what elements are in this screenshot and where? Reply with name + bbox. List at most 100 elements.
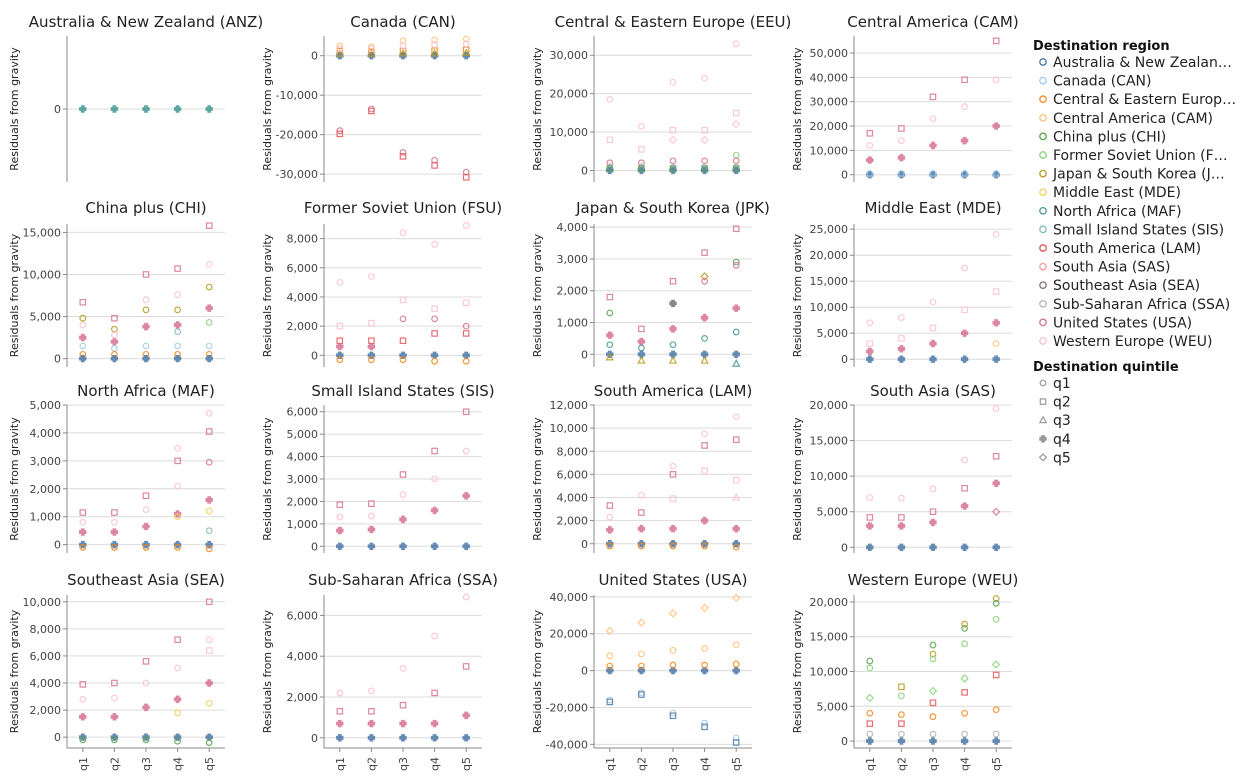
y-tick-label: 0: [841, 353, 848, 366]
data-point: [897, 522, 906, 530]
data-point: [462, 734, 470, 742]
panel-title: China plus (CHI): [85, 199, 206, 217]
data-point: [462, 447, 470, 455]
data-point: [701, 542, 708, 550]
data-point: [462, 663, 470, 670]
data-point: [961, 709, 968, 717]
y-tick-label: 15,000: [23, 226, 62, 239]
y-tick-label: 3,000: [30, 455, 62, 468]
data-point: [897, 355, 906, 363]
data-point: [992, 671, 1000, 679]
y-tick-label: 0: [581, 538, 588, 551]
y-axis-title: Residuals from gravity: [261, 233, 274, 357]
y-tick-label: 6,000: [287, 406, 319, 419]
data-point: [367, 719, 376, 728]
data-point: [866, 347, 874, 356]
legend-swatch: [1039, 318, 1047, 327]
legend-swatch: [1039, 95, 1047, 104]
y-tick-label: 5,000: [817, 506, 849, 519]
legend-swatch: [1039, 132, 1047, 141]
y-tick-label: -20,000: [546, 701, 588, 714]
y-tick-label: 40,000: [810, 71, 849, 84]
data-point: [701, 249, 708, 256]
data-point: [898, 494, 905, 502]
data-point: [142, 271, 150, 278]
y-axis-title: Residuals from gravity: [8, 233, 21, 357]
x-tick-label: q3: [927, 757, 940, 771]
data-point: [961, 76, 968, 84]
legend-label: q5: [1053, 450, 1071, 466]
data-point: [700, 666, 709, 675]
data-point: [399, 515, 407, 524]
data-point: [367, 49, 376, 57]
data-point: [336, 337, 344, 345]
y-axis-title: Residuals from gravity: [791, 47, 804, 171]
data-point: [960, 329, 969, 337]
x-tick-label: q2: [635, 757, 648, 771]
data-point: [992, 340, 1000, 348]
y-axis-title: Residuals from gravity: [791, 417, 804, 541]
legend-swatch: [1039, 151, 1047, 159]
y-tick-label: -30,000: [276, 168, 318, 181]
data-point: [637, 666, 646, 675]
data-point: [462, 357, 470, 365]
data-point: [866, 730, 874, 738]
data-point: [701, 442, 708, 449]
data-point: [368, 107, 375, 115]
data-point: [399, 542, 407, 550]
data-point: [174, 544, 182, 551]
data-point: [929, 141, 937, 150]
x-tick-label: q4: [429, 757, 442, 771]
data-point: [431, 689, 438, 697]
panel-title: Western Europe (WEU): [848, 571, 1019, 589]
legend-shape: [1039, 379, 1047, 387]
data-point: [79, 736, 87, 744]
data-point: [174, 328, 182, 336]
y-tick-label: 8,000: [30, 623, 62, 636]
data-point: [336, 513, 344, 521]
data-point: [638, 542, 645, 550]
data-point: [205, 105, 213, 113]
data-point: [205, 540, 213, 549]
data-point: [462, 222, 470, 229]
data-point: [732, 525, 740, 533]
data-point: [110, 345, 118, 352]
data-point: [701, 74, 708, 82]
data-point: [961, 484, 968, 492]
panel-title: Japan & South Korea (JPK): [575, 199, 770, 217]
data-point: [462, 408, 470, 416]
legend-swatch: [1039, 299, 1047, 308]
data-point: [110, 338, 119, 346]
data-point: [961, 170, 968, 177]
data-point: [668, 356, 678, 364]
data-point: [992, 737, 1000, 745]
panel-title: South America (LAM): [594, 382, 753, 400]
data-point: [897, 737, 906, 745]
data-point: [430, 719, 439, 728]
data-point: [431, 241, 439, 248]
data-point: [173, 733, 182, 741]
data-point: [929, 650, 937, 658]
data-point: [462, 711, 470, 720]
data-point: [960, 543, 969, 552]
y-axis-title: Residuals from gravity: [8, 47, 21, 171]
data-point: [368, 687, 375, 695]
panel-title: Former Soviet Union (FSU): [304, 199, 502, 217]
data-point: [399, 153, 407, 160]
data-point: [700, 356, 709, 364]
data-point: [111, 509, 118, 516]
data-point: [205, 283, 213, 291]
x-tick-label: q5: [990, 757, 1003, 771]
data-point: [669, 78, 677, 86]
y-tick-label: 5,000: [30, 399, 62, 412]
data-point: [205, 319, 213, 326]
y-tick-label: 0: [841, 541, 848, 554]
y-tick-label: 10,000: [810, 301, 849, 314]
data-point: [111, 679, 118, 687]
y-tick-label: 0: [311, 732, 318, 745]
data-point: [701, 335, 708, 342]
data-point: [368, 512, 375, 520]
y-tick-label: 6,000: [287, 262, 319, 275]
data-point: [205, 699, 213, 707]
x-tick-label: q2: [365, 757, 378, 771]
